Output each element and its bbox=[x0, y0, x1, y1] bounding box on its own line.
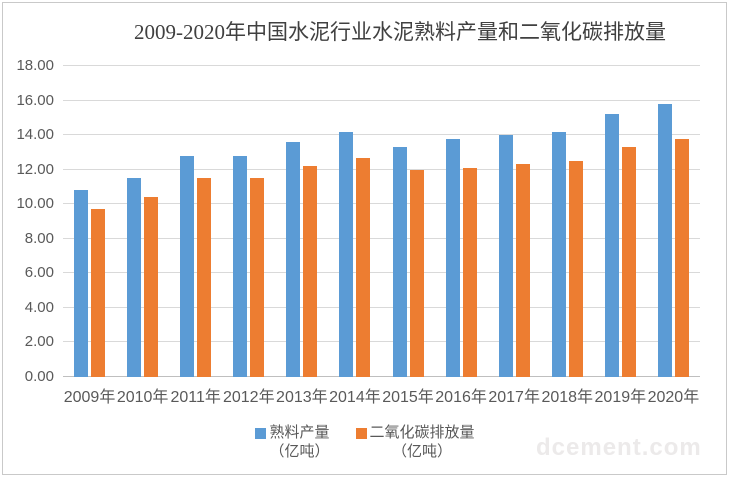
chart-title: 2009-2020年中国水泥行业水泥熟料产量和二氧化碳排放量 bbox=[134, 20, 666, 44]
bar-group-2009 bbox=[63, 66, 116, 377]
x-axis-category-label: 2016年 bbox=[435, 389, 487, 406]
plot-area bbox=[63, 65, 700, 377]
bar-group-2020 bbox=[647, 66, 700, 377]
legend: 熟料产量 （亿吨） 二氧化碳排放量 （亿吨） bbox=[0, 424, 730, 462]
bar-clinker-output-2014 bbox=[339, 131, 354, 377]
bar-group-2017 bbox=[488, 66, 541, 377]
x-axis-category-label: 2009年 bbox=[63, 389, 116, 406]
bar-clinker-output-2013 bbox=[286, 142, 301, 377]
bar-group-2010 bbox=[116, 66, 169, 377]
bar-co2-emissions-2018 bbox=[568, 161, 583, 377]
gridline bbox=[63, 341, 700, 343]
gridline bbox=[63, 272, 700, 274]
bar-group-2016 bbox=[435, 66, 488, 377]
bar-group-2014 bbox=[328, 66, 381, 377]
bar-co2-emissions-2020 bbox=[674, 139, 689, 377]
bar-co2-emissions-2011 bbox=[197, 178, 212, 377]
bar-co2-emissions-2017 bbox=[515, 164, 530, 377]
bar-co2-emissions-2010 bbox=[144, 197, 159, 377]
x-axis-category-label: 2017年 bbox=[488, 389, 540, 406]
x-axis-category-label: 2020年 bbox=[647, 389, 700, 406]
y-axis-tick-label: 10.00 bbox=[16, 195, 54, 213]
y-axis-tick-label: 16.00 bbox=[16, 91, 54, 109]
y-axis-tick-label: 12.00 bbox=[16, 160, 54, 178]
bar-co2-emissions-2012 bbox=[250, 178, 265, 377]
x-axis-category-label: 2015年 bbox=[382, 389, 434, 406]
gridline bbox=[63, 99, 700, 101]
y-axis-tick-label: 6.00 bbox=[24, 264, 54, 282]
legend-item-co2-emissions: 二氧化碳排放量 （亿吨） bbox=[355, 424, 475, 462]
y-axis-tick-label: 4.00 bbox=[24, 298, 54, 316]
bar-co2-emissions-2016 bbox=[462, 167, 477, 377]
x-axis-category-label: 2013年 bbox=[276, 389, 328, 406]
gridline bbox=[63, 168, 700, 170]
x-axis-category-label: 2014年 bbox=[329, 389, 381, 406]
gridline bbox=[63, 306, 700, 308]
x-axis-category-label: 2018年 bbox=[541, 389, 594, 406]
x-axis-category-label: 2012年 bbox=[222, 389, 275, 406]
bar-clinker-output-2015 bbox=[392, 147, 407, 377]
gridline bbox=[63, 65, 700, 66]
y-axis-tick-label: 8.00 bbox=[24, 229, 54, 247]
bars-layer bbox=[63, 66, 700, 377]
x-axis-category-label: 2019年 bbox=[594, 389, 647, 406]
bar-co2-emissions-2015 bbox=[409, 169, 424, 377]
legend-swatch-co2-emissions bbox=[355, 428, 367, 439]
bar-group-2013 bbox=[275, 66, 328, 377]
bar-clinker-output-2016 bbox=[445, 138, 460, 377]
bar-clinker-output-2020 bbox=[657, 104, 672, 377]
bar-clinker-output-2011 bbox=[180, 155, 195, 377]
legend-label-clinker-output: 熟料产量 （亿吨） bbox=[269, 424, 330, 460]
gridline bbox=[63, 134, 700, 136]
gridline bbox=[63, 203, 700, 205]
bar-co2-emissions-2013 bbox=[303, 166, 318, 377]
x-axis-line bbox=[63, 376, 700, 377]
legend-swatch-clinker-output bbox=[255, 428, 267, 439]
y-axis-tick-label: 0.00 bbox=[24, 368, 54, 385]
x-axis-category-label: 2010年 bbox=[116, 389, 169, 406]
legend-item-clinker-output: 熟料产量 （亿吨） bbox=[255, 424, 330, 462]
y-axis-tick-label: 2.00 bbox=[24, 333, 54, 351]
bar-group-2012 bbox=[222, 66, 275, 377]
y-axis-tick-label: 14.00 bbox=[16, 126, 54, 144]
bar-group-2018 bbox=[541, 66, 594, 377]
x-axis-category-label: 2011年 bbox=[170, 389, 221, 406]
bar-co2-emissions-2019 bbox=[621, 147, 636, 377]
bar-group-2019 bbox=[594, 66, 647, 377]
y-axis-tick-label: 18.00 bbox=[16, 57, 54, 74]
bar-clinker-output-2019 bbox=[604, 114, 619, 377]
bar-clinker-output-2018 bbox=[551, 131, 566, 377]
bar-clinker-output-2012 bbox=[233, 155, 248, 377]
bar-clinker-output-2010 bbox=[127, 178, 142, 377]
gridline bbox=[63, 237, 700, 239]
watermark-text: dcement.com bbox=[536, 434, 702, 461]
bar-co2-emissions-2009 bbox=[91, 209, 106, 377]
bar-group-2015 bbox=[381, 66, 434, 377]
bar-co2-emissions-2014 bbox=[356, 157, 371, 377]
legend-label-co2-emissions: 二氧化碳排放量 （亿吨） bbox=[369, 424, 475, 460]
bar-clinker-output-2009 bbox=[74, 190, 89, 377]
bar-group-2011 bbox=[169, 66, 222, 377]
bar-clinker-output-2017 bbox=[498, 135, 513, 377]
x-axis-labels: 2009年 2010年 2011年 2012年 2013年 2014年 2015年 2016年… bbox=[63, 383, 700, 407]
